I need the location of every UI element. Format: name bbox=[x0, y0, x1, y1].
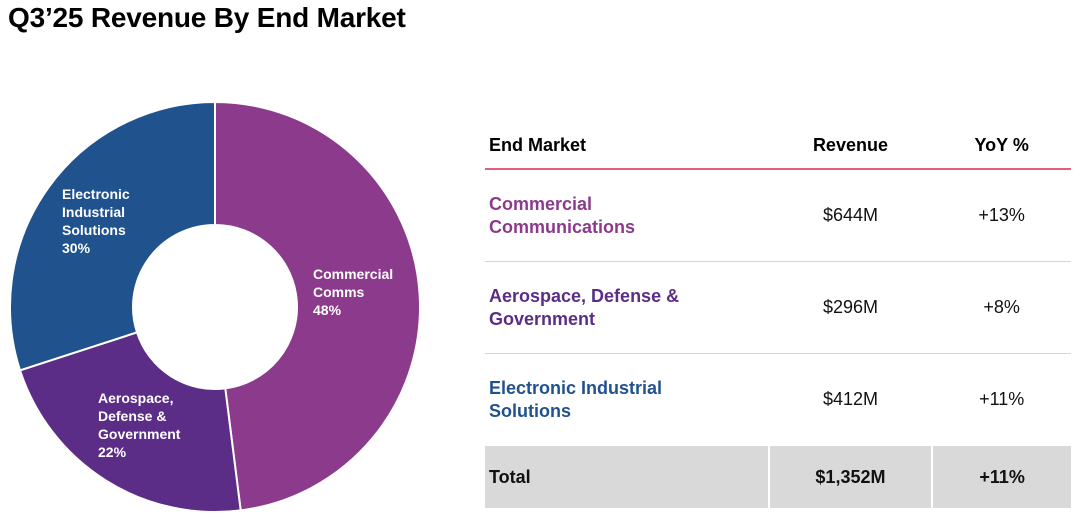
page-title: Q3’25 Revenue By End Market bbox=[8, 2, 406, 33]
total-row: Total $1,352M +11% bbox=[485, 445, 1071, 508]
donut-slice bbox=[9, 100, 216, 372]
revenue-cell: $296M bbox=[768, 261, 933, 354]
total-yoy: +11% bbox=[931, 445, 1071, 508]
table-header-row: End Market Revenue YoY % bbox=[485, 122, 1071, 170]
yoy-cell: +11% bbox=[979, 389, 1025, 409]
header-revenue: Revenue bbox=[768, 122, 933, 170]
slice-label: Electronic Industrial Solutions 30% bbox=[62, 186, 130, 256]
yoy-cell: +13% bbox=[932, 169, 1071, 262]
market-cell: Commercial Communications bbox=[485, 169, 769, 262]
total-revenue: $1,352M bbox=[767, 445, 933, 508]
revenue-donut-chart: Commercial Comms 48% Aerospace, Defense & Gov… bbox=[9, 100, 422, 513]
header-yoy: YoY % bbox=[932, 122, 1071, 170]
slice-label: Aerospace, Defense & Government 22% bbox=[98, 390, 181, 460]
table-row: Electronic Industrial Solutions $412M +1… bbox=[485, 354, 1071, 446]
revenue-cell: $644M bbox=[768, 169, 933, 262]
donut-slice bbox=[18, 331, 242, 513]
table-row: Aerospace, Defense & Government $296M +8… bbox=[485, 261, 1071, 354]
header-end-market: End Market bbox=[485, 122, 769, 170]
market-name: Electronic Industrial Solutions bbox=[489, 377, 663, 421]
revenue-cell: $412M bbox=[822, 389, 878, 409]
market-name: Commercial Communications bbox=[489, 193, 636, 237]
table-row: Commercial Communications $644M +13% bbox=[485, 169, 1071, 262]
donut-slice bbox=[214, 100, 422, 512]
yoy-cell: +8% bbox=[932, 261, 1071, 354]
revenue-table: End Market Revenue YoY % Commercial Comm… bbox=[485, 122, 1071, 508]
total-label: Total bbox=[485, 445, 769, 508]
slice-label: Commercial Comms 48% bbox=[313, 266, 393, 318]
market-cell: Aerospace, Defense & Government bbox=[485, 261, 769, 354]
market-name: Aerospace, Defense & Government bbox=[489, 285, 680, 329]
market-cell: Electronic Industrial Solutions bbox=[485, 354, 769, 446]
